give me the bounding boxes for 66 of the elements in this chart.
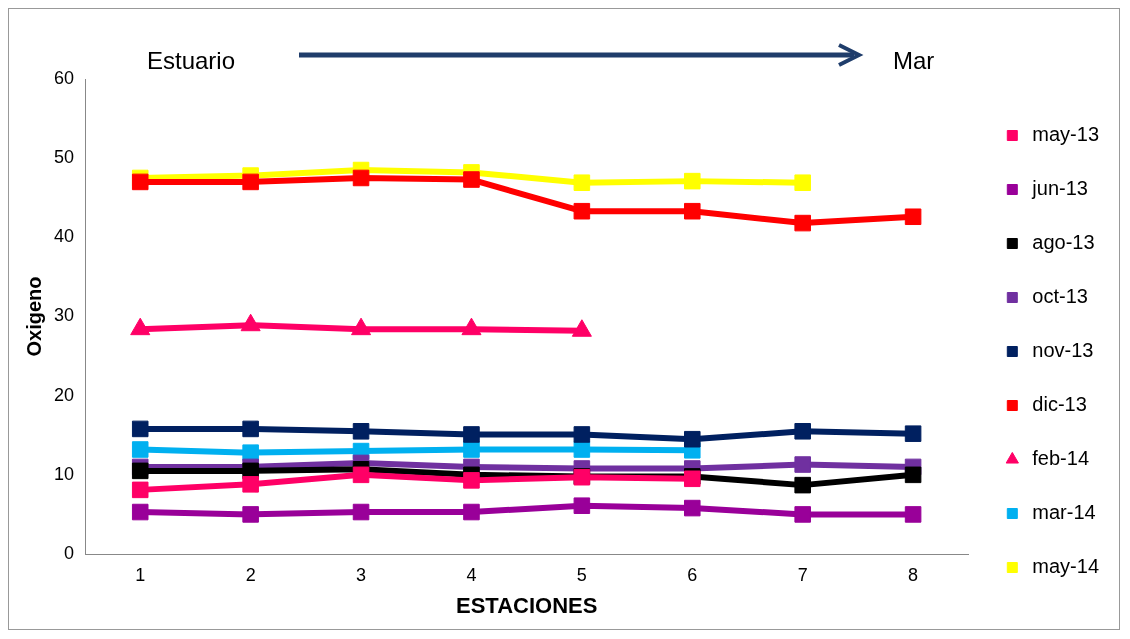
- point: [242, 420, 259, 438]
- point: [352, 503, 370, 521]
- legend-label: feb-14: [1032, 447, 1090, 470]
- point: [794, 423, 811, 440]
- point: [131, 503, 149, 521]
- legend-label: may-14: [1032, 555, 1100, 578]
- y-tick-label: 20: [53, 384, 75, 405]
- point: [131, 441, 149, 458]
- point: [463, 171, 480, 188]
- x-tick-label: 6: [687, 564, 698, 585]
- point: [684, 202, 701, 220]
- text: Mar: [893, 47, 935, 75]
- point: [242, 476, 259, 493]
- legend-label: nov-13: [1032, 339, 1094, 362]
- x-tick-label: 1: [135, 564, 146, 585]
- point: [904, 425, 922, 442]
- point: [463, 441, 480, 458]
- point: [794, 456, 811, 473]
- legend-label: oct-13: [1032, 285, 1088, 308]
- point: [684, 499, 701, 517]
- x-tick-label: 3: [356, 564, 367, 585]
- point: [904, 466, 922, 484]
- legend-label: dic-13: [1032, 393, 1087, 416]
- point: [352, 423, 370, 440]
- point: [904, 208, 922, 226]
- legend-label: may-13: [1032, 123, 1100, 146]
- x-axis-title: ESTACIONES: [455, 592, 598, 618]
- point: [352, 466, 370, 484]
- y-tick-label: 60: [53, 67, 75, 88]
- text: Estuario: [147, 47, 236, 75]
- y-tick-label: 50: [53, 147, 75, 168]
- point: [573, 174, 591, 191]
- y-tick-label: 0: [64, 542, 75, 563]
- point: [573, 497, 591, 514]
- x-tick-label: 2: [245, 564, 256, 585]
- point: [463, 503, 480, 521]
- point: [794, 506, 811, 523]
- y-tick-label: 40: [53, 226, 75, 247]
- point: [131, 173, 149, 191]
- point: [573, 441, 591, 458]
- point: [131, 462, 149, 480]
- legend-label: mar-14: [1032, 501, 1096, 524]
- point: [794, 174, 811, 191]
- point: [242, 173, 259, 191]
- y-tick-label: 10: [53, 463, 75, 484]
- x-tick-label: 7: [797, 564, 808, 585]
- point: [242, 506, 259, 523]
- point: [794, 476, 811, 494]
- legend-label: ago-13: [1032, 231, 1095, 254]
- point: [573, 202, 591, 220]
- y-axis-title: Oxigeno: [22, 276, 45, 357]
- x-tick-label: 5: [576, 564, 587, 585]
- point: [573, 426, 591, 443]
- x-tick-label: 8: [908, 564, 919, 585]
- point: [352, 169, 370, 187]
- y-tick-label: 30: [53, 305, 75, 326]
- point: [904, 506, 922, 523]
- legend-label: jun-13: [1031, 177, 1088, 200]
- point: [463, 472, 480, 489]
- point: [131, 420, 149, 438]
- point: [463, 426, 480, 443]
- point: [684, 430, 701, 448]
- point: [131, 481, 149, 499]
- x-tick-label: 4: [466, 564, 477, 585]
- point: [684, 172, 701, 190]
- point: [794, 214, 811, 232]
